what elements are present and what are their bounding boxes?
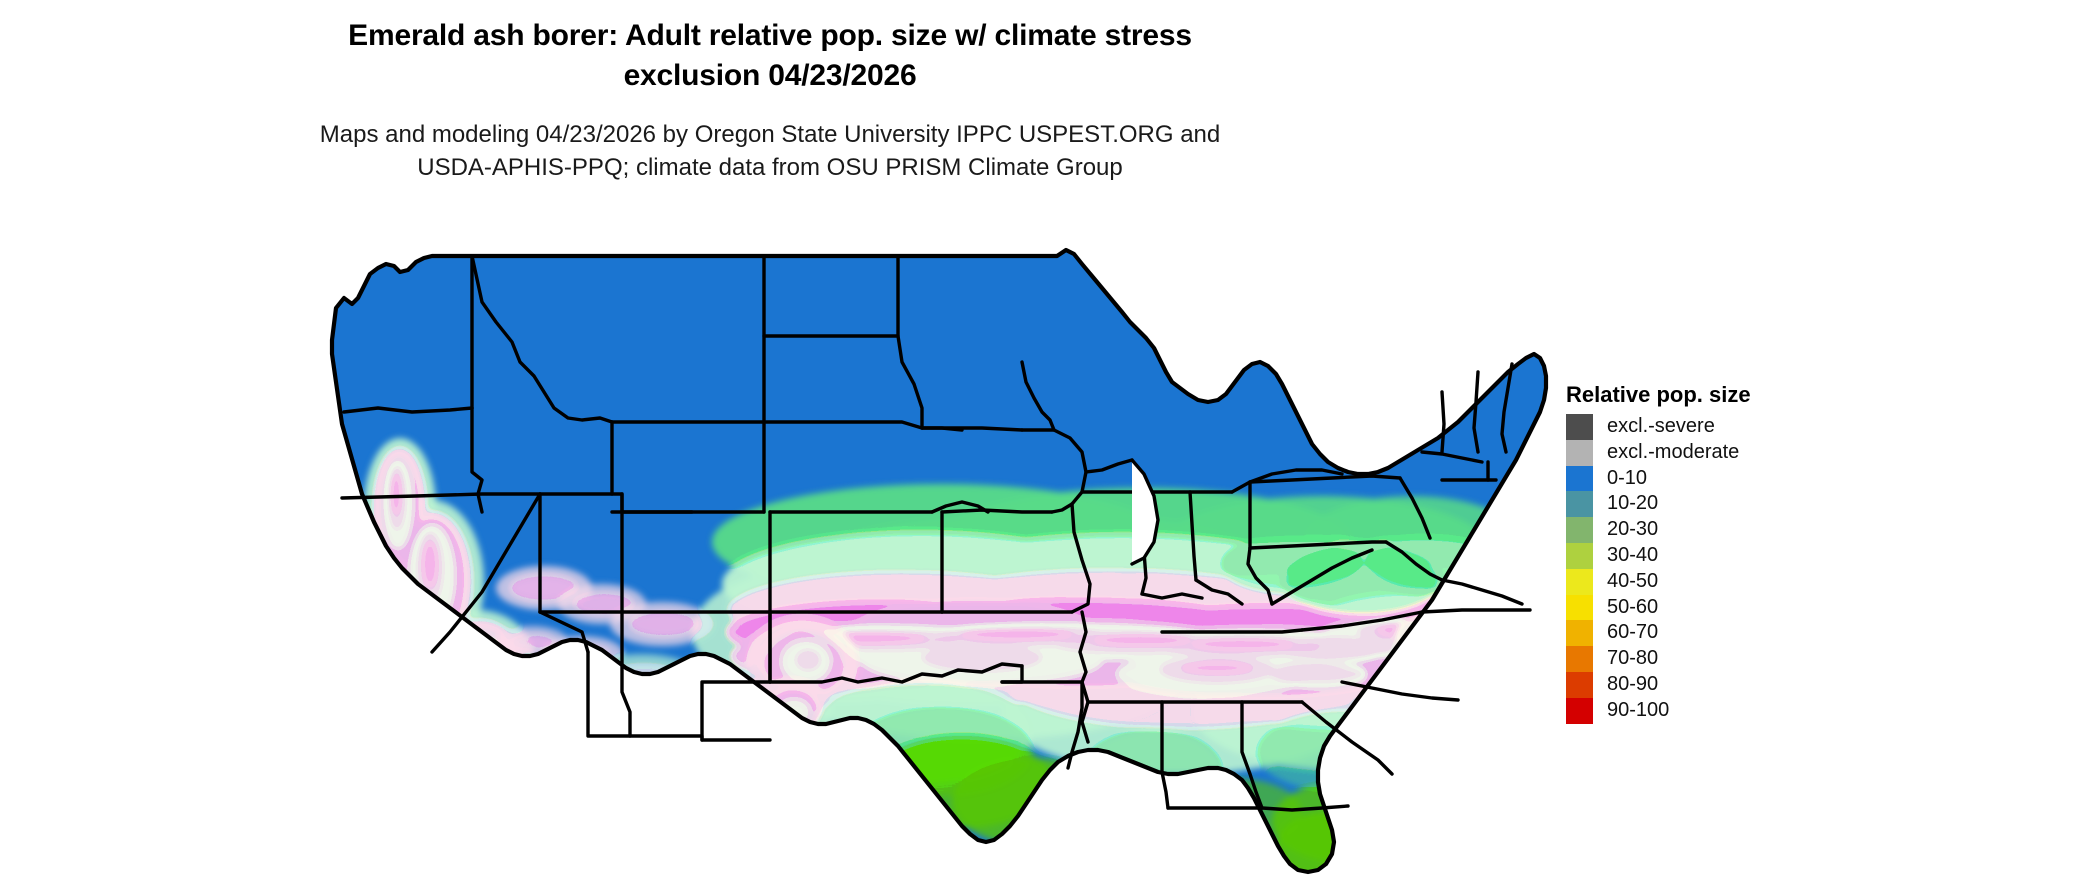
border-in-ky: [1194, 578, 1244, 606]
border-ar-tn-ms: [1078, 610, 1090, 744]
border-wa-or: [342, 406, 474, 414]
border-ny-vt: [1440, 390, 1446, 454]
figure-title: Emerald ash borer: Adult relative pop. s…: [0, 16, 1540, 96]
legend-row[interactable]: 80-90: [1566, 671, 1866, 698]
border-id-mt: [470, 254, 614, 424]
border-ia-mo: [940, 508, 1054, 514]
legend-label: 90-100: [1607, 698, 1670, 721]
legend-label: 10-20: [1607, 492, 1659, 515]
legend-color-swatch: [1566, 517, 1593, 543]
border-oh-wv-ky: [1246, 546, 1274, 606]
legend-row[interactable]: 60-70: [1566, 620, 1866, 647]
legend-color-swatch: [1566, 646, 1593, 672]
border-il-ky: [1140, 592, 1204, 600]
legend-label: 50-60: [1607, 595, 1659, 618]
border-nh-me: [1500, 362, 1514, 454]
border-az-mx: [586, 650, 704, 742]
legend-label: 40-50: [1607, 569, 1659, 592]
border-nv-az: [538, 610, 590, 654]
border-nv-ca: [430, 492, 542, 654]
border-wi-mi: [1084, 458, 1134, 474]
border-va-nc-coast: [1440, 578, 1524, 606]
legend-color-swatch: [1566, 620, 1593, 647]
map-base-layer: [282, 212, 1582, 884]
border-ga-sc: [1300, 700, 1394, 776]
title-line-2: exclusion 04/23/2026: [623, 59, 917, 92]
legend-row[interactable]: 90-100: [1566, 697, 1866, 724]
conus-outline: [329, 247, 1549, 875]
legend-row[interactable]: excl.-severe: [1566, 414, 1866, 440]
border-ga-fl: [1260, 804, 1350, 812]
legend-label: excl.-moderate: [1607, 440, 1740, 463]
legend-items: excl.-severe excl.-moderate 0-10 10-20 20-30…: [1566, 414, 1866, 724]
legend-label: 20-30: [1607, 518, 1659, 541]
border-mo-il: [1070, 502, 1092, 614]
legend-title: Relative pop. size: [1566, 382, 1751, 407]
legend-row[interactable]: 70-80: [1566, 646, 1866, 672]
border-vt-nh: [1472, 370, 1480, 454]
figure-subtitle: Maps and modeling 04/23/2026 by Oregon S…: [0, 118, 1540, 184]
border-wv-va: [1270, 548, 1374, 606]
legend-color-swatch: [1566, 568, 1593, 595]
border-ny-ct-ma: [1420, 450, 1484, 464]
legend-label: 60-70: [1607, 621, 1659, 644]
legend-color-swatch: [1566, 671, 1593, 698]
legend-color-swatch: [1566, 465, 1593, 492]
legend-label: 30-40: [1607, 543, 1659, 566]
legend-color-swatch: [1566, 542, 1593, 569]
border-mn-wi: [1020, 360, 1056, 432]
title-line-1: Emerald ash borer: Adult relative pop. s…: [348, 19, 1192, 52]
legend-row[interactable]: 20-30: [1566, 517, 1866, 543]
legend-color-swatch: [1566, 594, 1593, 621]
legend-color-swatch: [1566, 491, 1593, 518]
map-canvas: [282, 212, 1582, 884]
legend-label: 70-80: [1607, 647, 1659, 670]
border-or-id: [470, 406, 484, 514]
legend-row[interactable]: 30-40: [1566, 542, 1866, 569]
subtitle-line-2: USDA-APHIS-PPQ; climate data from OSU PR…: [417, 154, 1123, 181]
border-ok-tx: [768, 662, 1024, 684]
legend-label: 80-90: [1607, 672, 1659, 695]
border-pa-nj: [1398, 476, 1432, 540]
border-tx-la: [1066, 680, 1084, 770]
legend-color-swatch: [1566, 697, 1593, 724]
legend-row[interactable]: 10-20: [1566, 491, 1866, 518]
border-sc-nc: [1340, 680, 1460, 702]
border-nc-va: [1420, 608, 1532, 614]
subtitle-line-1: Maps and modeling 04/23/2026 by Oregon S…: [319, 121, 1221, 148]
border-pa-md-wv: [1248, 540, 1388, 550]
border-tx-ok-ar: [1000, 664, 1024, 684]
state-boundaries: [329, 247, 1549, 875]
legend-label: excl.-severe: [1607, 415, 1715, 437]
legend-row[interactable]: 0-10: [1566, 465, 1866, 492]
border-tn-nc-va: [1300, 610, 1424, 632]
conus-map-svg: [282, 212, 1582, 884]
border-ms-al: [1160, 700, 1170, 810]
lake-erie-ontario: [1230, 468, 1344, 494]
map-legend: Relative pop. size excl.-severe excl.-mod…: [1566, 382, 1866, 724]
border-mn-ia: [920, 426, 1024, 432]
lake-michigan: [1130, 458, 1160, 566]
border-pa-ny: [1248, 474, 1402, 484]
legend-row[interactable]: 50-60: [1566, 594, 1866, 621]
legend-color-swatch: [1566, 414, 1593, 440]
border-or-ca-nv: [340, 492, 542, 500]
legend-row[interactable]: 40-50: [1566, 568, 1866, 595]
border-in-oh: [1188, 490, 1198, 582]
border-md-va: [1384, 540, 1444, 582]
border-sd-ne: [762, 420, 924, 430]
border-al-ga: [1240, 700, 1264, 810]
legend-color-swatch: [1566, 439, 1593, 466]
legend-label: 0-10: [1607, 466, 1648, 489]
border-nd-mn: [896, 254, 924, 430]
border-az-nm: [620, 610, 632, 738]
border-ky-tn: [1160, 628, 1304, 634]
border-ne-ia-mo: [930, 500, 990, 514]
legend-row[interactable]: excl.-moderate: [1566, 439, 1866, 466]
